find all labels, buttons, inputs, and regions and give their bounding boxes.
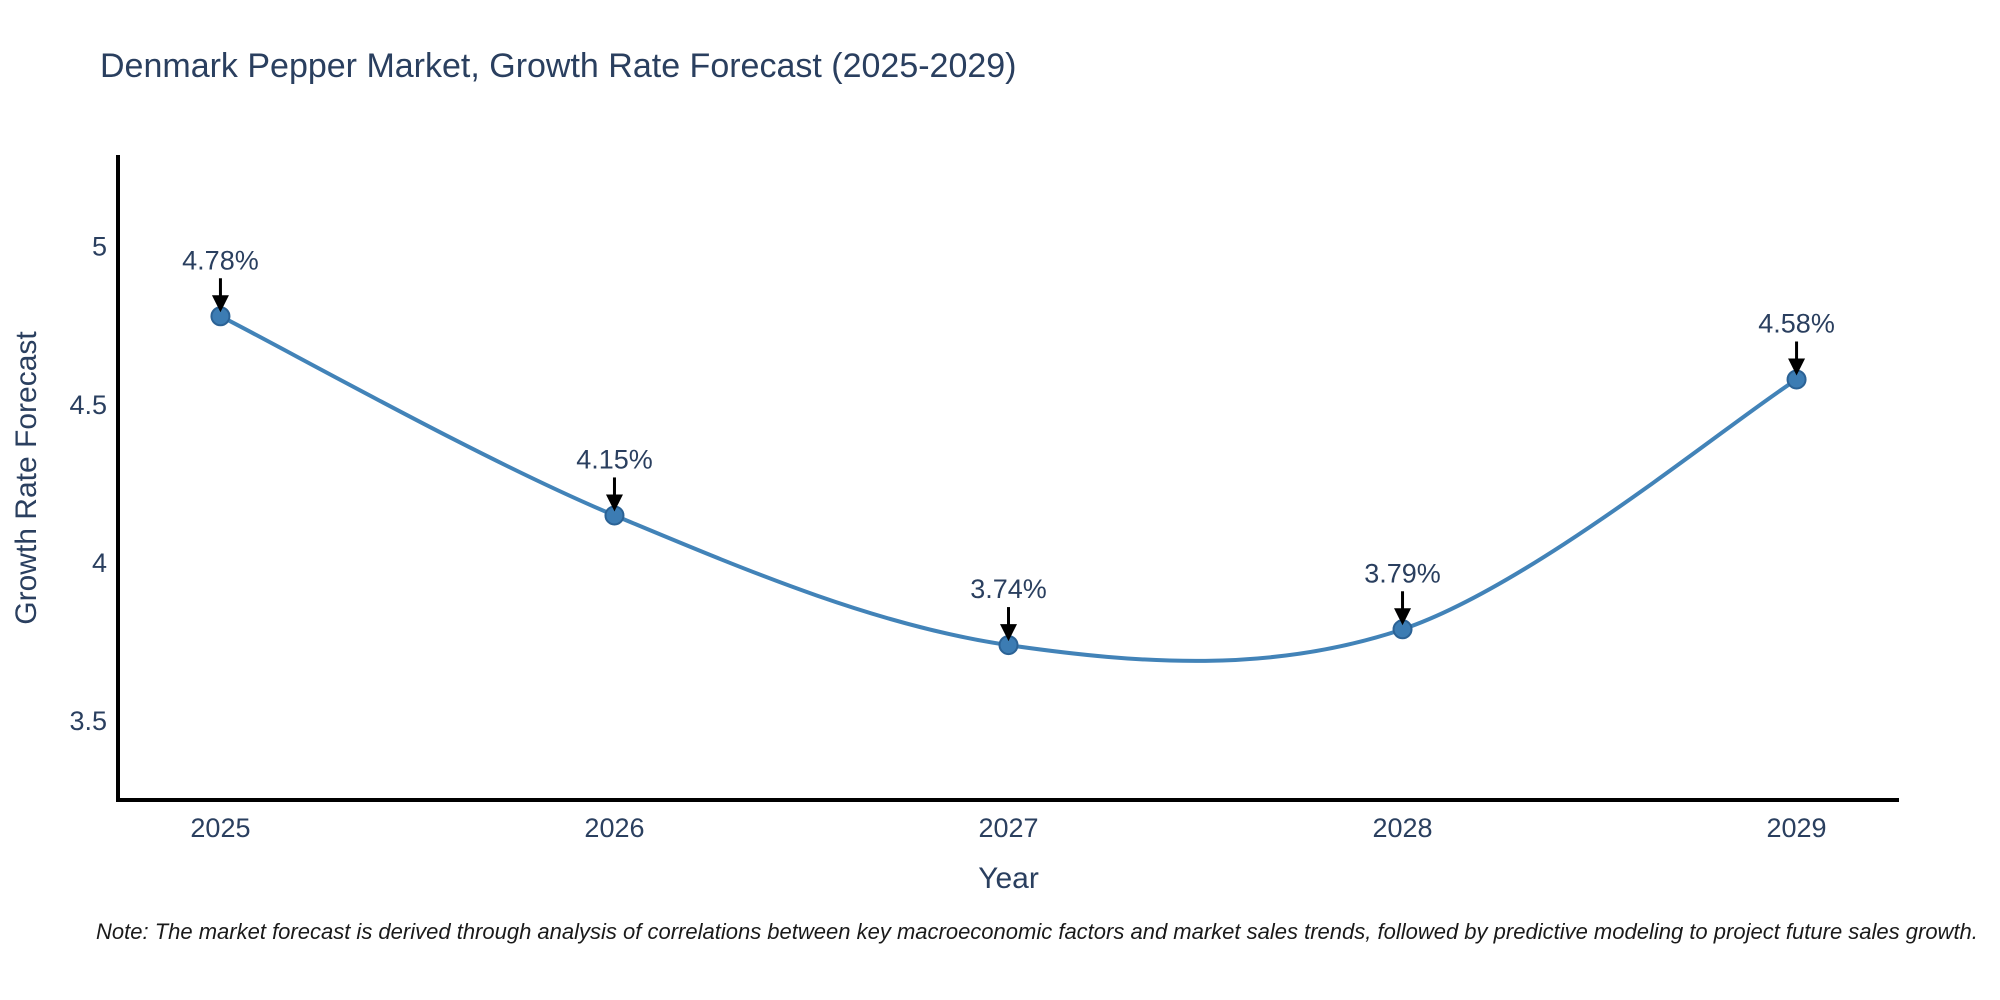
data-label: 3.74% xyxy=(970,574,1047,604)
chart-title: Denmark Pepper Market, Growth Rate Forec… xyxy=(100,47,1017,85)
y-tick-label: 4.5 xyxy=(69,390,107,420)
data-label: 3.79% xyxy=(1364,558,1441,588)
x-axis-title: Year xyxy=(978,862,1039,895)
data-label: 4.78% xyxy=(182,245,259,275)
x-tick-label: 2027 xyxy=(978,813,1038,843)
annotation-arrowhead xyxy=(1000,624,1017,642)
data-label: 4.58% xyxy=(1758,308,1835,338)
data-label: 4.15% xyxy=(576,444,653,474)
y-axis-title: Growth Rate Forecast xyxy=(10,331,43,625)
chart-footnote: Note: The market forecast is derived thr… xyxy=(96,919,1978,944)
x-tick-label: 2025 xyxy=(190,813,250,843)
x-tick-label: 2029 xyxy=(1767,813,1827,843)
y-tick-label: 4 xyxy=(92,548,107,578)
annotation-arrowhead xyxy=(1788,358,1806,376)
annotation-arrowhead xyxy=(1394,608,1412,626)
annotation-arrowhead xyxy=(605,494,623,512)
y-tick-label: 3.5 xyxy=(69,706,107,736)
annotation-arrowhead xyxy=(211,295,229,313)
x-tick-label: 2028 xyxy=(1372,813,1432,843)
x-tick-label: 2026 xyxy=(584,813,644,843)
y-tick-label: 5 xyxy=(92,232,107,262)
